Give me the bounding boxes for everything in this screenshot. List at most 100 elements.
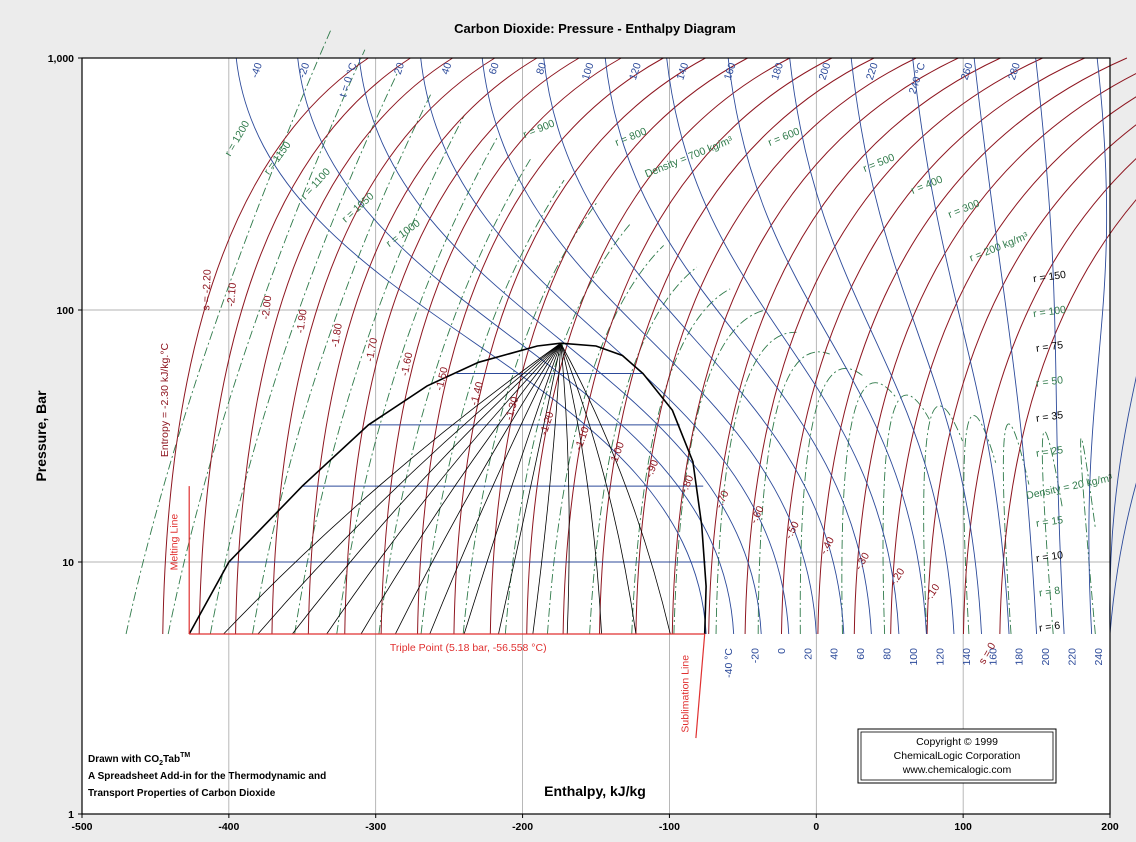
isochore-curve [462,201,598,635]
y-axis-label: Pressure, Bar [33,390,49,482]
isochore-label: r = 8 [1038,585,1061,600]
isochore-curve [420,179,565,635]
isochore-label: r = 100 [1032,304,1066,320]
triple-point-label: Triple Point (5.18 bar, -56.558 °C) [390,642,547,654]
isentrope-curve [635,57,917,634]
isochore-curve [504,223,631,635]
isotherm-curve [297,57,735,635]
curve-layer [125,27,1136,739]
isentrope-curve [526,57,791,634]
isotherm-top-label: 200 [817,61,834,82]
isentrope-curve [671,57,959,634]
isentrope-curve [235,57,453,634]
copyright-line-3: www.chemicalogic.com [902,764,1012,776]
isentrope-curve [489,57,748,634]
isentrope-curve [708,57,1001,634]
copyright-line-1: Copyright © 1999 [916,736,998,748]
isentrope-label: -1.70 [364,337,380,363]
isotherm-label: 120 [934,648,946,666]
y-tick-label: 10 [62,557,74,569]
isotherm-label: 220 [1067,648,1079,666]
isochore-curve [1002,423,1030,635]
isotherm-top-label: 100 [580,61,597,82]
credit-line-1: Drawn with CO2TabTM [88,752,190,767]
isotherm-top-label: 180 [769,61,786,82]
isentrope-curve [162,57,369,634]
x-tick-label: 200 [1101,821,1119,833]
isentrope-curve [380,57,622,634]
isotherm-top-label: -20 [296,61,312,79]
isotherm-curve [1088,57,1108,635]
isentrope-curve [417,57,664,634]
sublimation-line [695,633,706,739]
isentrope-label: -2.10 [225,282,239,307]
isentrope-curve [198,57,411,634]
isotherm-top-label: 280 [1006,61,1023,82]
saturated-liquid-curve [188,342,561,635]
x-axis-label: Enthalpy, kJ/kg [544,783,646,799]
isotherm-curve [666,57,900,635]
isotherm-curve [912,57,1010,635]
y-tick-label: 100 [56,305,74,317]
isentrope-curve [344,57,580,634]
isotherm-curve [1109,482,1136,635]
isochore-curve [209,71,399,635]
isochore-curve [252,93,432,635]
isochore-curve [1080,438,1096,635]
isochore-label: r = 25 [1035,444,1064,460]
isochore-curve [125,27,333,635]
plot-area [82,58,1110,814]
isentrope-label: Entropy = -2.30 kJ/kg.°C [159,342,171,457]
isentrope-curve [853,73,1136,634]
isentrope-curve [962,158,1136,634]
quality-line [429,343,562,635]
isentrope-label: -2.00 [260,295,275,320]
isotherm-curve [543,57,845,635]
isotherm-label: 60 [855,648,867,660]
isotherm-label: 200 [1040,648,1052,666]
x-tick-label: -300 [365,821,386,833]
x-tick-label: 0 [813,821,819,833]
isochore-curve [841,382,897,634]
isochore-label: r = 10 [1035,549,1064,565]
x-tick-label: -100 [659,821,680,833]
isentrope-curve [453,57,706,634]
isotherm-curve [1035,57,1065,635]
x-tick-label: -200 [512,821,533,833]
isochore-curve [963,415,997,635]
isentrope-curve [271,57,496,634]
isotherm-top-label: 120 [627,61,644,82]
isotherm-top-label: 80 [534,61,549,76]
quality-line [291,342,562,635]
isochore-label: r = 75 [1035,339,1064,355]
x-tick-label: -400 [218,821,239,833]
isotherm-top-label: -40 [249,61,265,79]
quality-line [560,343,570,635]
credit-line-2: A Spreadsheet Add-in for the Thermodynam… [88,771,326,782]
sublimation-line-label: Sublimation Line [680,655,692,733]
isentrope-curve [744,57,1043,634]
isentrope-curve [817,57,1128,634]
y-tick-label: 1,000 [48,53,74,65]
isentrope-label: s = -2.20 [200,269,213,311]
isotherm-curve [727,57,927,635]
isentrope-curve [599,57,875,634]
isochore-label: r = 15 [1035,514,1064,530]
isotherm-label: 160 [987,648,999,666]
isotherm-label: 140 [961,648,973,666]
isotherm-label: 240 [1093,648,1105,666]
isochore-curve [757,351,830,634]
y-tick-label: 1 [68,809,74,821]
quality-line [223,342,561,635]
quality-line [532,343,562,635]
isochore-curve [1041,431,1063,635]
x-tick-label: 100 [954,821,972,833]
isotherm-label: 80 [882,648,894,660]
isochore-label: r = 50 [1035,374,1064,390]
quality-line [498,343,562,635]
isochore-label: r = 35 [1035,409,1064,425]
plot-frame [81,57,1111,815]
isotherm-curve [420,57,790,635]
